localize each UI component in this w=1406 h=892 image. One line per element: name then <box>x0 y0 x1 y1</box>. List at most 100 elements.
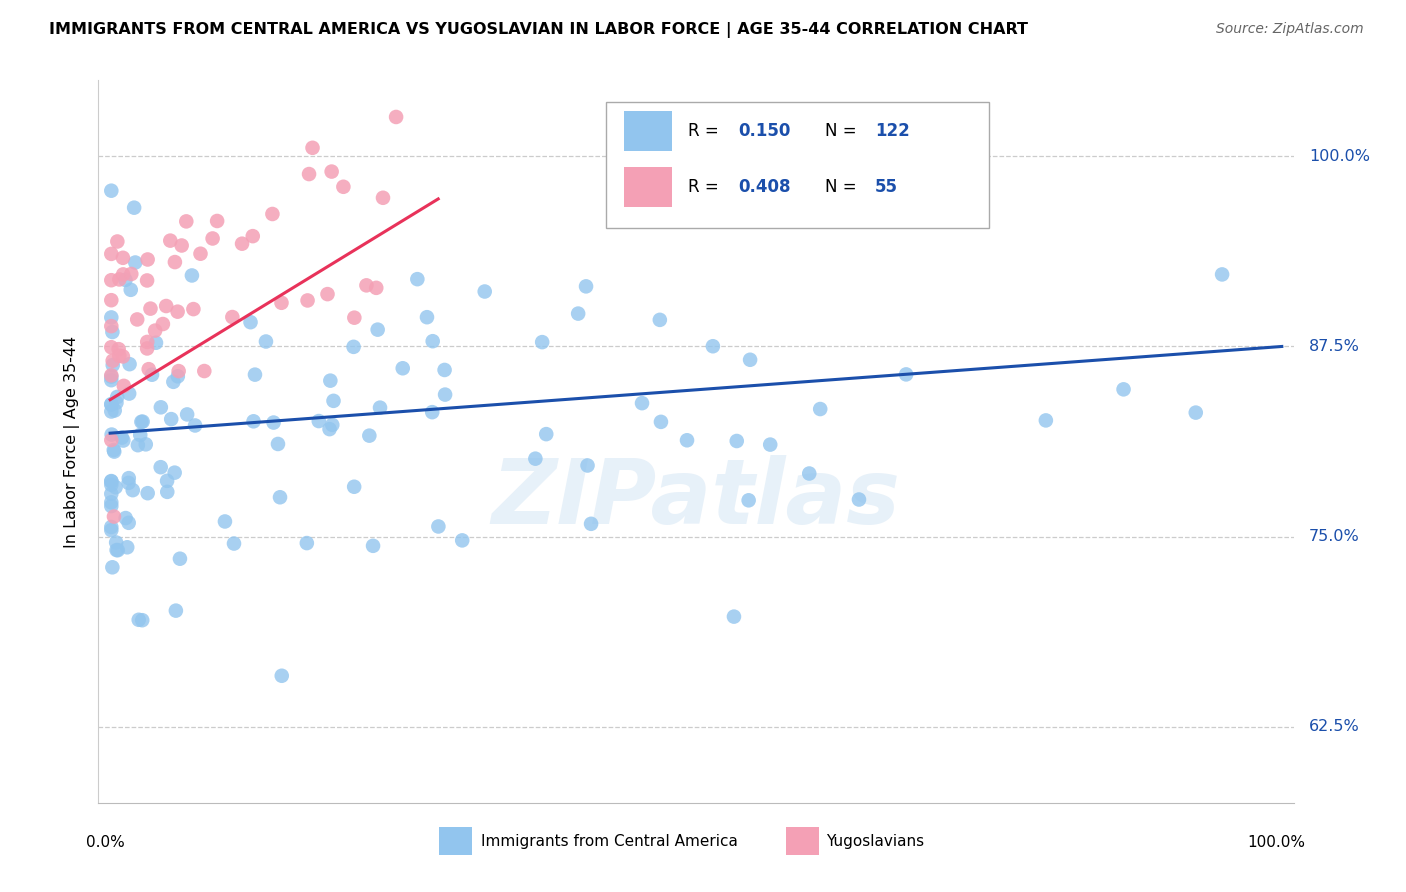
Text: 55: 55 <box>876 178 898 196</box>
Text: N =: N = <box>825 178 862 196</box>
Point <box>145 335 167 350</box>
Point <box>319 374 342 388</box>
Point <box>143 324 166 338</box>
Point <box>406 272 429 286</box>
Point <box>100 310 122 325</box>
Point <box>385 110 408 124</box>
Point <box>176 408 198 422</box>
Point <box>723 609 745 624</box>
Point <box>321 164 343 178</box>
Point <box>725 434 748 448</box>
Point <box>101 358 124 372</box>
Point <box>100 404 122 418</box>
Point <box>474 285 496 299</box>
Point <box>416 310 439 325</box>
Point <box>254 334 277 349</box>
Point <box>420 405 443 419</box>
Point <box>100 427 122 442</box>
Point <box>118 386 141 401</box>
Text: 62.5%: 62.5% <box>1309 719 1360 734</box>
Point <box>111 431 134 445</box>
Point <box>100 487 122 501</box>
Point <box>243 368 266 382</box>
Bar <box>624 112 672 151</box>
Point <box>295 536 318 550</box>
Point <box>100 433 122 447</box>
Point <box>100 369 122 384</box>
Point <box>576 458 599 473</box>
Point <box>114 511 136 525</box>
Point <box>100 523 122 537</box>
Y-axis label: In Labor Force | Age 35-44: In Labor Force | Age 35-44 <box>65 335 80 548</box>
Point <box>114 273 136 287</box>
Point <box>152 317 174 331</box>
Point <box>100 373 122 387</box>
Point <box>100 474 122 488</box>
Point <box>141 368 163 382</box>
Point <box>263 416 285 430</box>
Point <box>702 339 724 353</box>
Point <box>149 401 172 415</box>
Text: ZIPatlas: ZIPatlas <box>492 455 900 543</box>
Point <box>115 541 138 555</box>
Point <box>174 214 197 228</box>
Point <box>242 414 264 428</box>
Point <box>316 287 339 301</box>
Point <box>366 281 388 295</box>
Point <box>135 437 157 451</box>
Point <box>343 480 366 494</box>
Point <box>107 543 129 558</box>
Point <box>105 535 128 549</box>
Point <box>332 179 354 194</box>
Point <box>160 412 183 426</box>
Point <box>136 486 159 500</box>
Point <box>308 414 330 428</box>
Point <box>101 560 124 574</box>
Point <box>371 191 394 205</box>
Point <box>100 520 122 534</box>
Point <box>131 415 153 429</box>
Point <box>166 369 188 384</box>
Point <box>111 350 134 364</box>
Text: 122: 122 <box>876 122 910 140</box>
Point <box>149 460 172 475</box>
Point <box>103 444 125 458</box>
Point <box>894 368 917 382</box>
Point <box>342 340 364 354</box>
Point <box>138 362 160 376</box>
Point <box>183 302 205 317</box>
Point <box>575 279 598 293</box>
Point <box>193 364 215 378</box>
Point <box>120 283 142 297</box>
Text: R =: R = <box>688 122 724 140</box>
Point <box>104 403 127 417</box>
Point <box>105 390 128 404</box>
Point <box>1184 406 1206 420</box>
Point <box>184 418 207 433</box>
Point <box>122 201 145 215</box>
Point <box>361 539 384 553</box>
Point <box>170 238 193 252</box>
Point <box>648 313 671 327</box>
Point <box>367 323 389 337</box>
Point <box>105 395 128 409</box>
Point <box>100 368 122 383</box>
Point <box>1211 268 1233 282</box>
Point <box>100 319 122 334</box>
Point <box>169 551 191 566</box>
Point <box>121 483 143 497</box>
Text: Source: ZipAtlas.com: Source: ZipAtlas.com <box>1216 22 1364 37</box>
Text: Yugoslavians: Yugoslavians <box>827 834 924 848</box>
Point <box>105 235 128 249</box>
Point <box>108 349 131 363</box>
Text: R =: R = <box>688 178 724 196</box>
Point <box>101 325 124 339</box>
Point <box>163 255 186 269</box>
Point <box>128 613 150 627</box>
Point <box>100 273 122 287</box>
Point <box>118 516 141 530</box>
Point <box>262 207 284 221</box>
Point <box>100 495 122 509</box>
Point <box>1035 413 1057 427</box>
Point <box>270 295 292 310</box>
